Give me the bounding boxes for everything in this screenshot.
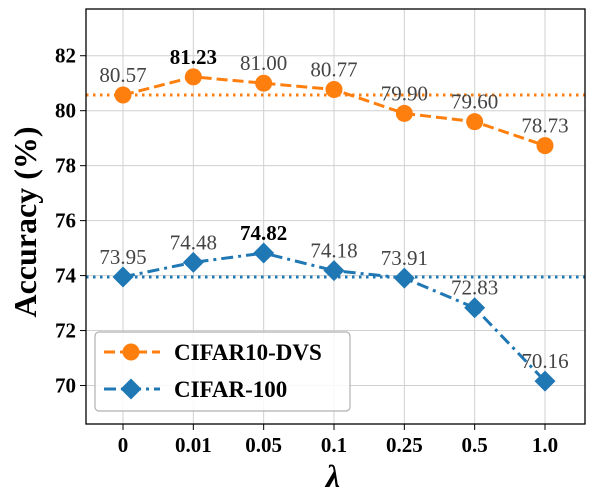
data-label: 74.18: [310, 239, 357, 263]
data-point: [255, 74, 273, 92]
data-point: [182, 251, 204, 273]
data-point: [534, 370, 556, 392]
x-tick-label: 0.05: [245, 433, 282, 457]
x-tick-label: 0: [118, 433, 129, 457]
y-tick-label: 70: [55, 374, 76, 398]
data-point: [395, 104, 413, 122]
x-tick-label: 0.01: [175, 433, 212, 457]
data-label: 80.57: [99, 63, 146, 87]
y-tick-label: 72: [55, 319, 76, 343]
data-label: 74.48: [170, 230, 217, 254]
data-point: [393, 267, 415, 289]
data-point: [536, 137, 554, 155]
data-label: 79.60: [451, 90, 498, 114]
y-ticks: 70 72 74 76 78 80 82: [55, 44, 86, 398]
x-axis-label: λ: [324, 458, 340, 494]
data-point: [184, 68, 202, 86]
x-tick-label: 0.25: [386, 433, 423, 457]
data-point: [253, 242, 275, 264]
data-label: 74.82: [240, 221, 287, 245]
data-labels: 80.57 81.23 81.00 80.77 79.90 79.60 78.73 73.95…: [99, 45, 568, 373]
data-label: 80.77: [310, 58, 357, 82]
legend-label: CIFAR-100: [174, 377, 287, 402]
x-tick-label: 1.0: [532, 433, 558, 457]
y-tick-label: 80: [55, 99, 76, 123]
y-axis-label: Accuracy (%): [7, 126, 43, 317]
legend-marker: [122, 343, 140, 361]
y-tick-label: 76: [55, 209, 76, 233]
data-point: [325, 81, 343, 99]
y-tick-label: 74: [55, 264, 77, 288]
legend-label: CIFAR10-DVS: [174, 340, 322, 365]
data-label: 73.95: [99, 245, 146, 269]
grid: [86, 9, 585, 424]
plot-frame: [85, 8, 586, 425]
data-label: 78.73: [521, 114, 568, 138]
x-ticks: 0 0.01 0.05 0.1 0.25 0.5 1.0: [118, 424, 558, 457]
data-point: [112, 266, 134, 288]
legend-marker: [120, 378, 142, 400]
legend: CIFAR10-DVS CIFAR-100: [94, 331, 351, 412]
x-tick-label: 0.1: [321, 433, 347, 457]
y-tick-label: 78: [55, 154, 76, 178]
y-tick-label: 82: [55, 44, 76, 68]
data-point: [114, 86, 132, 104]
series-group: [112, 68, 556, 392]
x-tick-label: 0.5: [462, 433, 488, 457]
data-label: 70.16: [521, 349, 568, 373]
data-label: 81.00: [240, 51, 287, 75]
data-point: [464, 297, 486, 319]
data-point: [466, 113, 484, 131]
data-label: 81.23: [170, 45, 217, 69]
data-label: 72.83: [451, 276, 498, 300]
data-label: 79.90: [381, 81, 428, 105]
data-point: [323, 260, 345, 282]
data-label: 73.91: [381, 246, 428, 270]
